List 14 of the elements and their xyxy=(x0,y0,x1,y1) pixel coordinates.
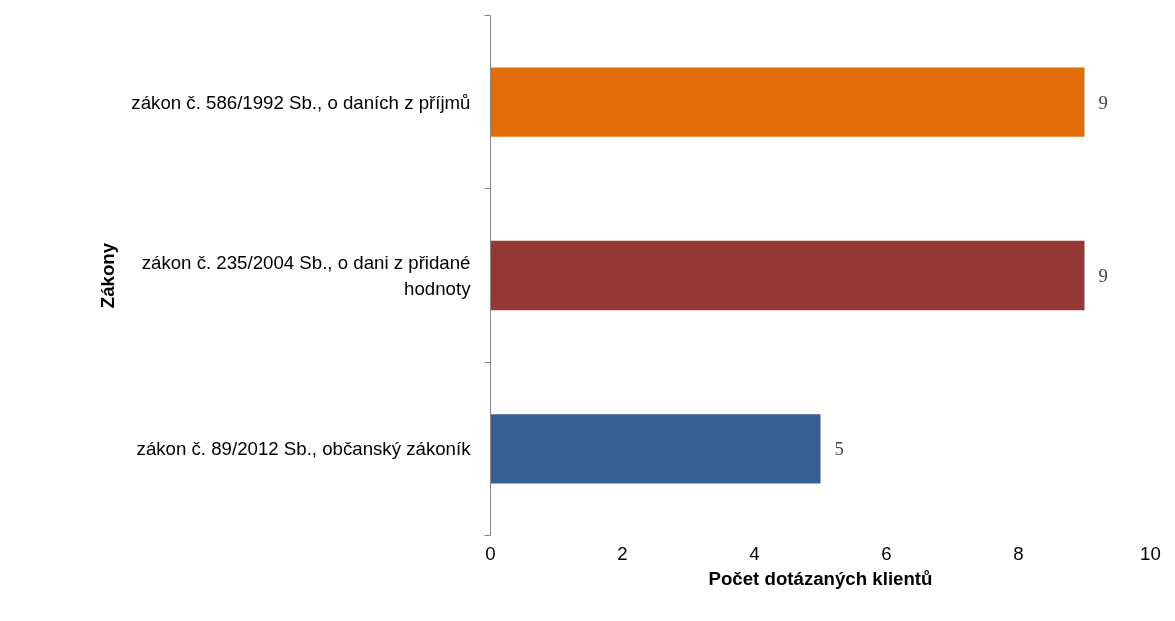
y-axis-title: Zákony xyxy=(97,242,119,309)
x-tick-label: 0 xyxy=(485,542,496,564)
x-axis-title: Počet dotázaných klientů xyxy=(708,567,933,589)
x-tick-label: 6 xyxy=(881,542,892,564)
y-tick-label: zákon č. 235/2004 Sb., o dani z přidané hodnoty xyxy=(141,252,472,299)
x-tick-label: 4 xyxy=(749,542,760,564)
data-label: 9 xyxy=(1098,265,1108,286)
data-label: 9 xyxy=(1098,91,1108,113)
x-tick-label: 8 xyxy=(1013,542,1024,564)
data-label: 5 xyxy=(834,438,844,460)
x-tick-label: 2 xyxy=(617,542,628,564)
y-tick-label: zákon č. 586/1992 Sb., o daních z příjmů xyxy=(131,91,471,113)
x-tick-label: 10 xyxy=(1140,542,1161,564)
y-tick-label: zákon č. 89/2012 Sb., občanský zákoník xyxy=(136,438,472,460)
